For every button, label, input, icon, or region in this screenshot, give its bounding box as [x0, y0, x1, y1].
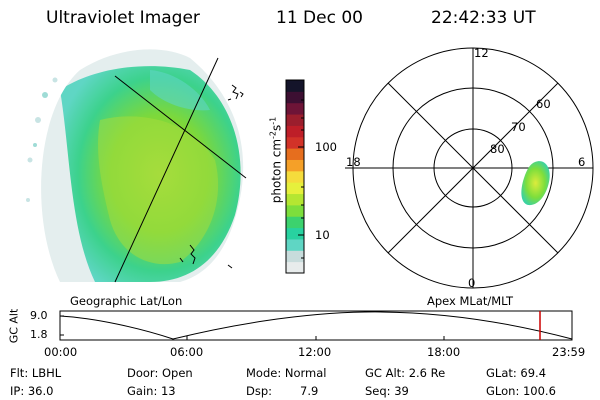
glat-info: GLat: 69.4: [486, 366, 547, 380]
mlat-label-70: 70: [511, 120, 526, 134]
colorbar-swatch: [286, 170, 304, 183]
filter-info: Flt: LBHL: [10, 366, 62, 380]
colorbar-swatch: [286, 193, 304, 206]
auroral-oval: [521, 161, 550, 206]
dsp-label: Dsp:: [246, 384, 273, 398]
polar-plot: [345, 47, 594, 289]
colorbar-tick-10: 10: [315, 228, 330, 242]
colorbar: [285, 79, 305, 274]
timeline-xtick-1200: 12:00: [298, 345, 332, 359]
door-info: Door: Open: [127, 366, 193, 380]
colorbar-swatch: [286, 80, 304, 92]
mlt-label-18: 18: [346, 155, 361, 169]
mlt-label-6: 6: [578, 155, 586, 169]
unit-text: photon cm: [269, 138, 284, 204]
mlt-label-12: 12: [474, 46, 489, 60]
mlat-label-80: 80: [490, 142, 505, 156]
instrument-title: Ultraviolet Imager: [46, 8, 200, 28]
mode-info: Mode: Normal: [246, 366, 327, 380]
colorbar-swatch: [286, 182, 304, 195]
timeline-ytick-9: 9.0: [30, 309, 48, 322]
unit-exp-1: -2: [268, 130, 278, 139]
unit-exp-2: -1: [268, 116, 278, 125]
timeline-xtick-1800: 18:00: [427, 345, 461, 359]
colorbar-swatch: [286, 227, 304, 240]
time-label: 22:42:33 UT: [431, 8, 536, 28]
date-label: 11 Dec 00: [276, 8, 363, 28]
colorbar-swatch: [286, 125, 304, 138]
timeline-axis-label: GC Alt: [7, 308, 21, 344]
colorbar-swatch: [286, 91, 304, 104]
colorbar-swatch: [286, 216, 304, 229]
timeline-xtick-0000: 00:00: [44, 345, 78, 359]
mlt-label-0: 0: [468, 276, 476, 290]
colorbar-swatch: [286, 238, 304, 251]
auroral-image: [26, 49, 247, 283]
glon-info: GLon: 100.6: [486, 384, 556, 398]
gain-info: Gain: 13: [127, 384, 176, 398]
timeline-ytick-1: 1.8: [30, 328, 48, 341]
colorbar-swatch: [286, 204, 304, 217]
mlat-label-60: 60: [536, 97, 551, 111]
timeline-xtick-2359: 23:59: [552, 345, 586, 359]
seq-info: Seq: 39: [365, 384, 409, 398]
ip-info: IP: 36.0: [10, 384, 54, 398]
colorbar-unit-label: photon cm-2s-1: [269, 117, 284, 204]
colorbar-tick-100: 100: [315, 140, 337, 154]
left-panel-caption: Geographic Lat/Lon: [70, 294, 183, 308]
colorbar-swatch: [286, 102, 304, 115]
colorbar-swatch: [286, 136, 304, 149]
colorbar-swatches: [286, 80, 304, 274]
colorbar-swatch: [286, 250, 304, 263]
colorbar-swatch: [286, 159, 304, 172]
colorbar-swatch: [286, 114, 304, 126]
colorbar-swatch: [286, 148, 304, 160]
dsp-value: 7.9: [300, 384, 319, 398]
gc-alt-info: GC Alt: 2.6 Re: [365, 366, 446, 380]
right-panel-caption: Apex MLat/MLT: [427, 294, 514, 308]
colorbar-swatch: [286, 261, 304, 274]
timeline-xtick-0600: 06:00: [170, 345, 204, 359]
altitude-timeline: [59, 310, 573, 341]
unit-s: s: [269, 124, 284, 131]
